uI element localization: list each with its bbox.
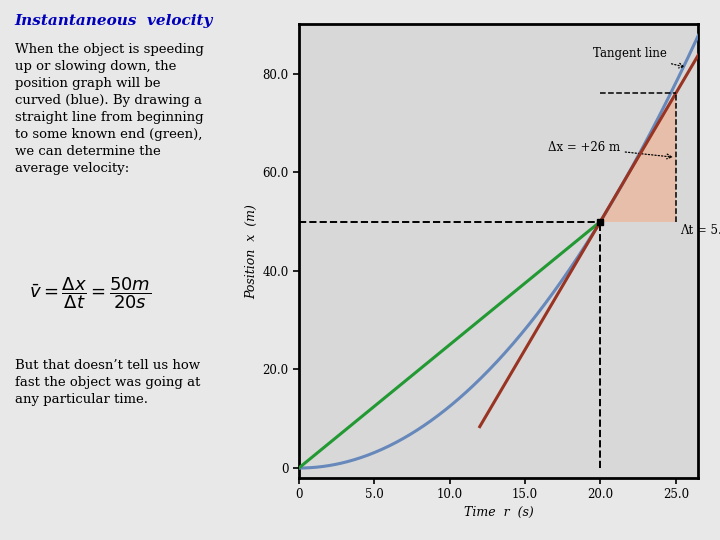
X-axis label: Time  r  (s): Time r (s) (464, 505, 534, 518)
Polygon shape (600, 93, 676, 221)
Text: But that doesn’t tell us how
fast the object was going at
any particular time.: But that doesn’t tell us how fast the ob… (14, 359, 200, 406)
Text: When the object is speeding
up or slowing down, the
position graph will be
curve: When the object is speeding up or slowin… (14, 43, 204, 175)
Y-axis label: Position  x  (m): Position x (m) (245, 204, 258, 299)
Text: Δx = +26 m: Δx = +26 m (548, 141, 672, 159)
Text: $\bar{v} = \dfrac{\Delta x}{\Delta t} = \dfrac{50m}{20s}$: $\bar{v} = \dfrac{\Delta x}{\Delta t} = … (30, 275, 152, 311)
Text: Instantaneous  velocity: Instantaneous velocity (14, 14, 213, 28)
Text: Λt = 5.0 s: Λt = 5.0 s (680, 224, 720, 237)
Text: Tangent line: Tangent line (593, 48, 684, 68)
